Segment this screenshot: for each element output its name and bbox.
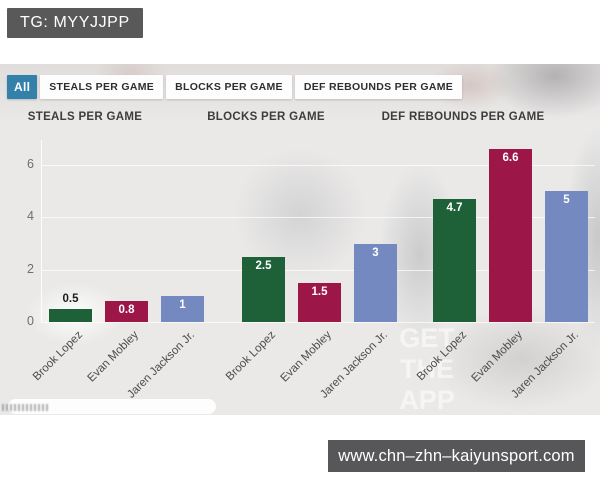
bar-value-label: 5 xyxy=(563,194,570,206)
bar-value-label: 3 xyxy=(372,247,379,259)
tab-all[interactable]: All xyxy=(7,75,38,99)
gridline-4 xyxy=(41,217,595,218)
y-tick-label: 4 xyxy=(27,209,34,223)
y-axis-line xyxy=(41,140,42,322)
bar-value-label: 1 xyxy=(179,299,186,311)
y-tick-label: 0 xyxy=(27,314,34,328)
tab-steals-per-game[interactable]: STEALS PER GAME xyxy=(40,75,164,99)
led-line: THE xyxy=(400,354,454,384)
bar-value-label: 2.5 xyxy=(255,260,272,272)
telegram-badge: TG: MYYJJPP xyxy=(7,8,143,38)
x-axis-label: Brook Lopez xyxy=(223,329,278,384)
y-tick-label: 6 xyxy=(27,157,34,171)
site-url-plate: www.chn–zhn–kaiyunsport.com xyxy=(328,440,585,472)
bar-value-label: 1.5 xyxy=(311,286,328,298)
bar-brook-lopez[interactable] xyxy=(433,199,476,322)
led-line: APP xyxy=(399,385,455,415)
bar-brook-lopez[interactable] xyxy=(242,257,285,322)
bar-evan-mobley[interactable] xyxy=(105,301,148,322)
led-line: GET xyxy=(399,323,455,353)
bar-brook-lopez[interactable] xyxy=(49,309,92,322)
gridline-0 xyxy=(41,322,595,323)
bar-jaren-jackson-jr-[interactable] xyxy=(545,191,588,322)
watermark-plate xyxy=(8,399,216,414)
bar-evan-mobley[interactable] xyxy=(298,283,341,322)
panel-title-def-rebounds: DEF REBOUNDS PER GAME xyxy=(381,111,545,123)
bar-value-label: 6.6 xyxy=(502,152,519,164)
bar-jaren-jackson-jr-[interactable] xyxy=(354,244,397,322)
x-axis-label: Brook Lopez xyxy=(30,329,85,384)
gridline-6 xyxy=(41,165,595,166)
bar-value-label: 0.8 xyxy=(118,304,135,316)
watermark-smudge xyxy=(2,404,48,411)
x-axis-label: Brook Lopez xyxy=(414,329,469,384)
panel-title-blocks: BLOCKS PER GAME xyxy=(207,111,325,123)
panel-title-steals: STEALS PER GAME xyxy=(27,111,143,123)
bar-evan-mobley[interactable] xyxy=(489,149,532,322)
x-axis-label: Evan Mobley xyxy=(85,329,141,385)
tab-bar: All STEALS PER GAME BLOCKS PER GAME DEF … xyxy=(7,75,463,99)
gridline-2 xyxy=(41,270,595,271)
x-axis-label: Evan Mobley xyxy=(278,329,334,385)
bar-value-label: 4.7 xyxy=(446,202,463,214)
bar-jaren-jackson-jr-[interactable] xyxy=(161,296,204,322)
y-tick-label: 2 xyxy=(27,262,34,276)
bar-value-label: 0.5 xyxy=(62,293,79,305)
x-axis-label: Evan Mobley xyxy=(469,329,525,385)
tab-blocks-per-game[interactable]: BLOCKS PER GAME xyxy=(166,75,292,99)
background-led-text: GET THE APP xyxy=(396,323,458,415)
tab-def-rebounds-per-game[interactable]: DEF REBOUNDS PER GAME xyxy=(294,75,463,99)
